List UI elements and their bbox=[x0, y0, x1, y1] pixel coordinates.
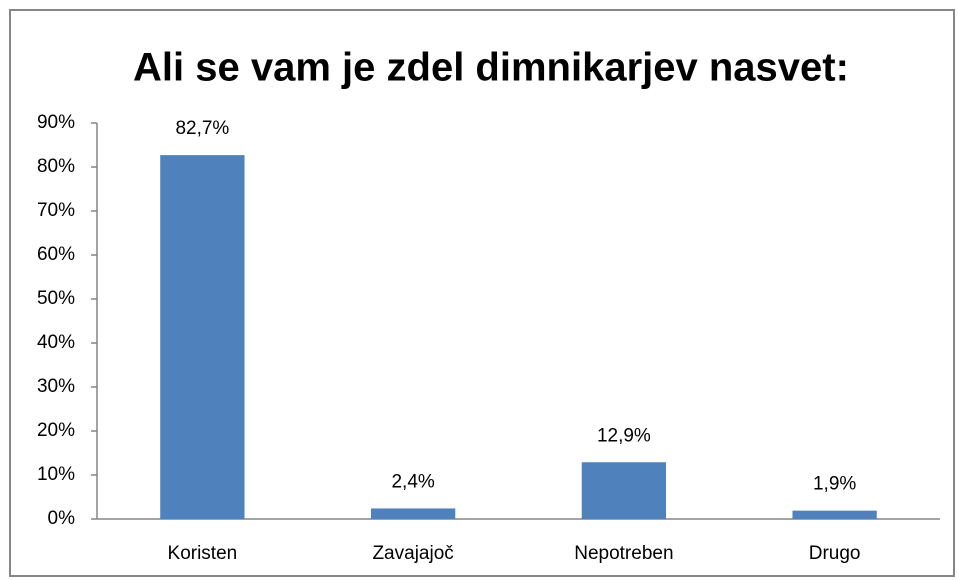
bar bbox=[792, 510, 877, 519]
x-tick-label: Drugo bbox=[809, 543, 861, 564]
y-tick-label: 40% bbox=[37, 332, 75, 353]
value-label: 2,4% bbox=[391, 471, 434, 492]
bar bbox=[370, 508, 456, 519]
chart-title: Ali se vam je zdel dimnikarjev nasvet: bbox=[133, 46, 849, 90]
y-tick-label: 10% bbox=[37, 464, 75, 485]
y-tick-label: 0% bbox=[48, 508, 76, 529]
value-label: 82,7% bbox=[175, 118, 229, 139]
y-tick-label: 50% bbox=[37, 288, 75, 309]
value-label: 1,9% bbox=[813, 474, 856, 495]
y-tick-label: 30% bbox=[37, 376, 75, 397]
value-label: 12,9% bbox=[597, 425, 651, 446]
bar bbox=[160, 155, 245, 519]
y-tick-label: 60% bbox=[37, 244, 75, 265]
bar bbox=[581, 462, 667, 519]
x-tick-label: Nepotreben bbox=[574, 543, 673, 564]
x-tick-label: Koristen bbox=[168, 543, 238, 564]
y-tick-label: 20% bbox=[37, 420, 75, 441]
x-tick-label: Zavajajoč bbox=[372, 543, 453, 564]
y-tick-label: 80% bbox=[37, 156, 75, 177]
y-tick-label: 90% bbox=[37, 112, 75, 133]
y-tick-label: 70% bbox=[37, 200, 75, 221]
